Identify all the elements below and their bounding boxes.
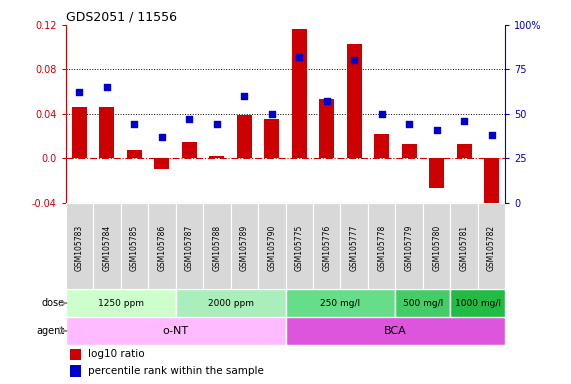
- Bar: [264, 119, 279, 158]
- Text: GSM105788: GSM105788: [212, 225, 222, 271]
- Bar: [319, 99, 334, 158]
- Bar: [395, 203, 423, 290]
- Text: GSM105777: GSM105777: [349, 225, 359, 271]
- Point: [295, 54, 304, 60]
- Bar: [313, 203, 340, 290]
- Text: dose: dose: [42, 298, 65, 308]
- Bar: [429, 158, 444, 188]
- Bar: [237, 115, 252, 158]
- Bar: [231, 203, 258, 290]
- Bar: [395, 290, 451, 317]
- Bar: [66, 290, 176, 317]
- Bar: [340, 203, 368, 290]
- Point: [322, 98, 331, 104]
- Point: [102, 84, 111, 90]
- Text: agent: agent: [37, 326, 65, 336]
- Text: GSM105787: GSM105787: [185, 225, 194, 271]
- Bar: [154, 158, 170, 169]
- Text: 2000 ppm: 2000 ppm: [207, 299, 254, 308]
- Bar: [176, 203, 203, 290]
- Bar: [66, 203, 93, 290]
- Text: 250 mg/l: 250 mg/l: [320, 299, 360, 308]
- Text: percentile rank within the sample: percentile rank within the sample: [88, 366, 264, 376]
- Point: [130, 121, 139, 127]
- Bar: [286, 317, 505, 345]
- Text: GSM105785: GSM105785: [130, 225, 139, 271]
- Point: [75, 89, 84, 96]
- Point: [267, 111, 276, 117]
- Bar: [70, 349, 81, 360]
- Text: GSM105779: GSM105779: [405, 225, 413, 271]
- Point: [240, 93, 249, 99]
- Bar: [258, 203, 286, 290]
- Bar: [148, 203, 176, 290]
- Text: GSM105781: GSM105781: [460, 225, 469, 271]
- Bar: [93, 203, 120, 290]
- Bar: [176, 290, 286, 317]
- Text: GSM105776: GSM105776: [322, 225, 331, 271]
- Bar: [368, 203, 395, 290]
- Text: o-NT: o-NT: [163, 326, 188, 336]
- Bar: [203, 203, 231, 290]
- Text: GSM105782: GSM105782: [487, 225, 496, 271]
- Bar: [72, 107, 87, 158]
- Bar: [66, 317, 286, 345]
- Bar: [70, 365, 81, 377]
- Text: 1000 mg/l: 1000 mg/l: [455, 299, 501, 308]
- Point: [349, 58, 359, 64]
- Point: [405, 121, 414, 127]
- Text: GSM105786: GSM105786: [158, 225, 166, 271]
- Bar: [286, 290, 395, 317]
- Bar: [423, 203, 451, 290]
- Text: GSM105783: GSM105783: [75, 225, 84, 271]
- Point: [487, 132, 496, 138]
- Text: GSM105778: GSM105778: [377, 225, 386, 271]
- Text: 500 mg/l: 500 mg/l: [403, 299, 443, 308]
- Bar: [401, 144, 417, 158]
- Text: BCA: BCA: [384, 326, 407, 336]
- Bar: [478, 203, 505, 290]
- Bar: [457, 144, 472, 158]
- Point: [460, 118, 469, 124]
- Bar: [182, 142, 197, 158]
- Bar: [451, 203, 478, 290]
- Text: GSM105784: GSM105784: [102, 225, 111, 271]
- Bar: [120, 203, 148, 290]
- Bar: [292, 30, 307, 158]
- Point: [377, 111, 386, 117]
- Point: [185, 116, 194, 122]
- Point: [212, 121, 222, 127]
- Bar: [286, 203, 313, 290]
- Text: GSM105775: GSM105775: [295, 225, 304, 271]
- Text: GDS2051 / 11556: GDS2051 / 11556: [66, 11, 176, 24]
- Point: [157, 134, 166, 140]
- Bar: [127, 151, 142, 158]
- Bar: [484, 158, 499, 216]
- Bar: [451, 290, 505, 317]
- Text: GSM105780: GSM105780: [432, 225, 441, 271]
- Text: 1250 ppm: 1250 ppm: [98, 299, 144, 308]
- Text: GSM105790: GSM105790: [267, 225, 276, 271]
- Bar: [99, 107, 114, 158]
- Text: GSM105789: GSM105789: [240, 225, 249, 271]
- Text: log10 ratio: log10 ratio: [88, 349, 144, 359]
- Bar: [374, 134, 389, 158]
- Point: [432, 127, 441, 133]
- Bar: [209, 156, 224, 158]
- Bar: [347, 44, 362, 158]
